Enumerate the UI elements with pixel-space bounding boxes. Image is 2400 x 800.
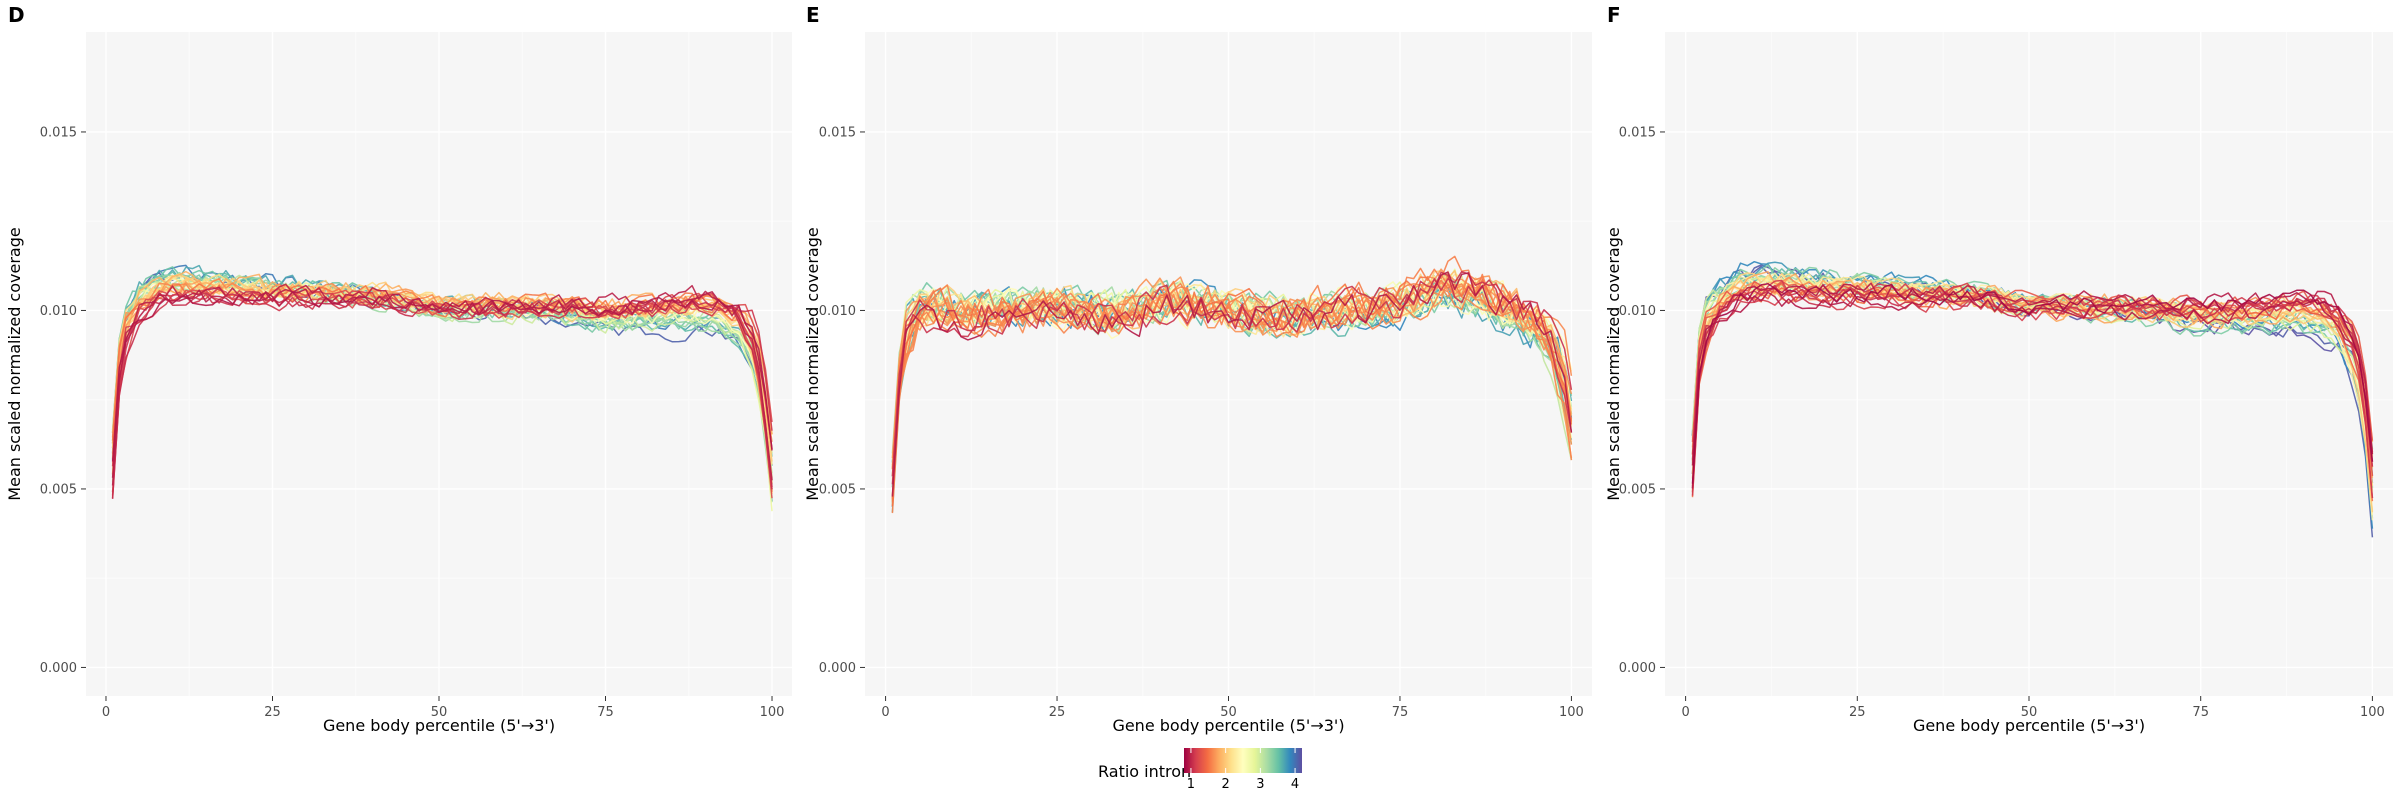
- y-tick-label: 0.000: [819, 661, 856, 676]
- y-tick-label: 0.010: [40, 304, 77, 319]
- series-line: [111, 283, 773, 486]
- x-tick-label: 100: [760, 705, 785, 720]
- panel-letter: F: [1607, 3, 1621, 27]
- y-tick-label: 0.000: [40, 661, 77, 676]
- y-tick-label: 0.005: [819, 482, 856, 497]
- series-line: [1691, 283, 2374, 484]
- x-tick-label: 50: [1220, 705, 1237, 720]
- legend-title: Ratio intron: [1098, 762, 1191, 781]
- y-tick-label: 0.010: [819, 304, 856, 319]
- x-tick-label: 75: [1392, 705, 1409, 720]
- y-tick-label: 0.005: [1619, 482, 1656, 497]
- legend-tick-label: 3: [1256, 777, 1264, 792]
- x-tick-label: 100: [2360, 705, 2385, 720]
- series-line: [891, 271, 1573, 497]
- x-tick-label: 25: [1049, 705, 1066, 720]
- x-axis-title: Gene body percentile (5'→3'): [1112, 716, 1344, 735]
- x-tick-label: 25: [1849, 705, 1866, 720]
- x-tick-label: 100: [1559, 705, 1584, 720]
- y-tick-label: 0.005: [40, 482, 77, 497]
- series-line: [1691, 282, 2374, 489]
- legend-tick-label: 2: [1222, 777, 1230, 792]
- x-tick-label: 25: [264, 705, 281, 720]
- x-tick-label: 75: [597, 705, 614, 720]
- series-line: [111, 288, 773, 462]
- series-line: [891, 273, 1573, 480]
- y-tick-label: 0.010: [1619, 304, 1656, 319]
- y-axis-title: Mean scaled normalized coverage: [803, 227, 822, 500]
- y-tick-label: 0.000: [1619, 661, 1656, 676]
- panel-letter: E: [806, 3, 820, 27]
- series-lines: [1691, 260, 2374, 538]
- x-axis-title: Gene body percentile (5'→3'): [323, 716, 555, 735]
- legend-tick-label: 1: [1187, 777, 1195, 792]
- legend-colorbar: [1184, 748, 1302, 773]
- series-lines: [111, 264, 773, 512]
- panel-letter: D: [8, 3, 25, 27]
- series-line: [1691, 291, 2374, 498]
- series-line: [891, 271, 1573, 485]
- panel-e: 0 25 50 75 100 0.000 0.005 0.010 0.015 Gene body …: [803, 3, 1592, 735]
- series-line: [1691, 291, 2374, 466]
- y-tick-label: 0.015: [40, 125, 77, 140]
- x-tick-label: 0: [1681, 705, 1689, 720]
- x-tick-label: 0: [881, 705, 889, 720]
- x-axis-title: Gene body percentile (5'→3'): [1913, 716, 2145, 735]
- series-line: [111, 288, 773, 478]
- x-tick-label: 0: [102, 705, 110, 720]
- y-axis-title: Mean scaled normalized coverage: [1604, 227, 1623, 500]
- panel-d: 0 25 50 75 100 0.000 0.005 0.010 0.015 Gene body …: [5, 3, 792, 735]
- series-lines: [891, 255, 1573, 514]
- y-tick-label: 0.015: [819, 125, 856, 140]
- series-line: [891, 274, 1573, 514]
- panel-f: 0 25 50 75 100 0.000 0.005 0.010 0.015 Gene body …: [1604, 3, 2393, 735]
- series-line: [891, 276, 1573, 507]
- x-tick-label: 50: [431, 705, 448, 720]
- x-tick-label: 75: [2192, 705, 2209, 720]
- legend-tick-label: 4: [1291, 777, 1299, 792]
- y-tick-label: 0.015: [1619, 125, 1656, 140]
- y-axis-title: Mean scaled normalized coverage: [5, 227, 24, 500]
- x-tick-label: 50: [2021, 705, 2038, 720]
